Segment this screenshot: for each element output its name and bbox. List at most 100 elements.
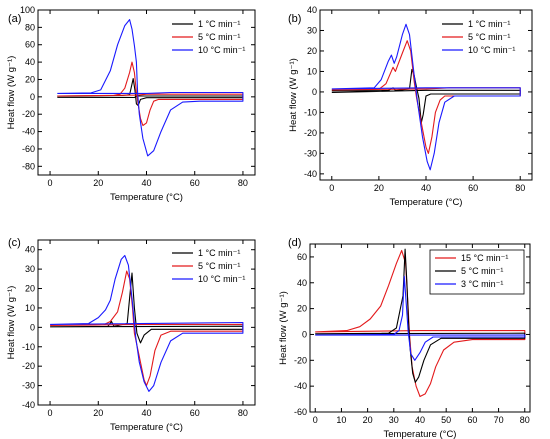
x-tick-label: 20: [363, 415, 373, 425]
chart-panel-c: (c) 0 20 40 60 80 -40 -30 -20 -10 0 10 20 30 40 Tempera…: [6, 237, 256, 433]
x-tick-label: 80: [515, 183, 525, 193]
y-tick-label: -20: [22, 109, 35, 119]
y-axis-label: Heat flow (W g⁻¹): [6, 286, 17, 360]
panel-label: (a): [8, 13, 21, 25]
legend-label: 5 °C min⁻¹: [461, 266, 503, 276]
y-tick-label: 40: [25, 57, 35, 67]
series-line-0: [57, 78, 244, 107]
x-tick-label: 0: [48, 178, 53, 188]
x-tick-label: 80: [238, 178, 248, 188]
legend-label: 10 °C min⁻¹: [198, 274, 245, 284]
legend: 1 °C min⁻¹ 5 °C min⁻¹ 10 °C min⁻¹: [442, 19, 515, 55]
x-tick-label: 30: [389, 415, 399, 425]
y-tick-label: 20: [25, 74, 35, 84]
y-tick-label: 80: [25, 22, 35, 32]
y-tick-label: -40: [304, 169, 317, 179]
y-tick-label: 10: [25, 303, 35, 313]
legend-label: 10 °C min⁻¹: [198, 45, 245, 55]
y-tick-label: -30: [304, 148, 317, 158]
series-line-2: [331, 23, 521, 171]
legend-label: 10 °C min⁻¹: [468, 45, 515, 55]
legend-label: 1 °C min⁻¹: [198, 19, 240, 29]
y-tick-label: 0: [302, 329, 307, 339]
x-tick-label: 80: [520, 415, 530, 425]
y-tick-label: 40: [25, 245, 35, 255]
y-tick-label: 40: [307, 5, 317, 15]
series-line-1: [315, 248, 526, 383]
y-tick-label: 0: [312, 87, 317, 97]
legend-label: 5 °C min⁻¹: [198, 261, 240, 271]
y-tick-label: 30: [307, 25, 317, 35]
series-line-1: [50, 270, 244, 387]
y-tick-label: -40: [294, 381, 307, 391]
y-tick-label: 10: [307, 66, 317, 76]
x-tick-label: 50: [441, 415, 451, 425]
y-tick-label: 60: [25, 40, 35, 50]
x-tick-label: 0: [313, 415, 318, 425]
y-tick-label: -10: [22, 342, 35, 352]
x-tick-label: 0: [48, 408, 53, 418]
x-tick-label: 70: [494, 415, 504, 425]
y-tick-label: -60: [22, 144, 35, 154]
y-tick-label: -20: [294, 355, 307, 365]
y-tick-label: -60: [294, 407, 307, 417]
x-tick-label: 80: [238, 408, 248, 418]
y-tick-label: -40: [22, 400, 35, 410]
panel-label: (d): [288, 237, 301, 249]
legend: 1 °C min⁻¹ 5 °C min⁻¹ 10 °C min⁻¹: [172, 19, 245, 55]
x-tick-label: 20: [374, 183, 384, 193]
legend: 15 °C min⁻¹ 5 °C min⁻¹ 3 °C min⁻¹: [429, 249, 525, 295]
y-tick-label: 30: [25, 264, 35, 274]
x-tick-label: 40: [141, 178, 151, 188]
y-tick-label: 20: [25, 284, 35, 294]
y-tick-label: 0: [30, 322, 35, 332]
x-tick-label: 40: [415, 415, 425, 425]
x-axis-label: Temperature (°C): [384, 429, 457, 439]
y-axis-label: Heat flow (W g⁻¹): [6, 56, 17, 130]
x-axis-label: Temperature (°C): [110, 192, 183, 203]
y-tick-label: 100: [20, 5, 35, 15]
y-tick-label: 20: [307, 46, 317, 56]
x-tick-label: 20: [93, 178, 103, 188]
panel-label: (b): [288, 13, 301, 25]
y-axis-label: Heat flow (W g⁻¹): [278, 291, 289, 365]
series-line-0: [50, 272, 244, 344]
y-tick-label: 0: [30, 92, 35, 102]
legend-label: 1 °C min⁻¹: [198, 248, 240, 258]
series-line-2: [315, 275, 526, 361]
y-tick-label: -30: [22, 381, 35, 391]
legend-label: 3 °C min⁻¹: [461, 279, 503, 289]
x-tick-label: 20: [93, 408, 103, 418]
x-tick-label: 40: [421, 183, 431, 193]
x-tick-label: 60: [190, 408, 200, 418]
x-axis-label: Temperature (°C): [110, 422, 183, 433]
y-tick-label: 20: [297, 304, 307, 314]
chart-panel-d: (d) 0 10 20 30 40 50 60 70 80 -60 -40 -20 0 20 40 60 Temp…: [278, 237, 531, 439]
panel-label: (c): [8, 237, 21, 249]
legend-label: 5 °C min⁻¹: [468, 32, 510, 42]
x-tick-label: 40: [141, 408, 151, 418]
legend-box: [429, 249, 525, 295]
chart-panel-b: (b) 0 20 40 60 80 -40 -30 -20 -10 0 10 20 30 40 Tempera…: [288, 5, 533, 208]
x-axis-label: Temperature (°C): [390, 197, 463, 208]
x-tick-label: 60: [467, 415, 477, 425]
y-tick-label: -40: [22, 127, 35, 137]
y-axis-label: Heat flow (W g⁻¹): [288, 58, 299, 132]
chart-panel-a: (a) 0 20 40 60 80 -80 -60 -40 -20 0 20 40 60 80 100 Temp…: [6, 5, 256, 203]
legend: 1 °C min⁻¹ 5 °C min⁻¹ 10 °C min⁻¹: [172, 248, 245, 284]
y-tick-label: -20: [22, 361, 35, 371]
x-tick-label: 10: [336, 415, 346, 425]
x-tick-label: 60: [468, 183, 478, 193]
y-tick-label: -80: [22, 161, 35, 171]
legend-label: 1 °C min⁻¹: [468, 19, 510, 29]
series-line-2: [50, 254, 244, 392]
legend-label: 5 °C min⁻¹: [198, 32, 240, 42]
y-tick-label: -20: [304, 128, 317, 138]
legend-label: 15 °C min⁻¹: [461, 253, 508, 263]
x-tick-label: 0: [329, 183, 334, 193]
y-tick-label: 60: [297, 252, 307, 262]
y-tick-label: 40: [297, 278, 307, 288]
x-tick-label: 60: [190, 178, 200, 188]
series-line-2: [57, 19, 244, 157]
